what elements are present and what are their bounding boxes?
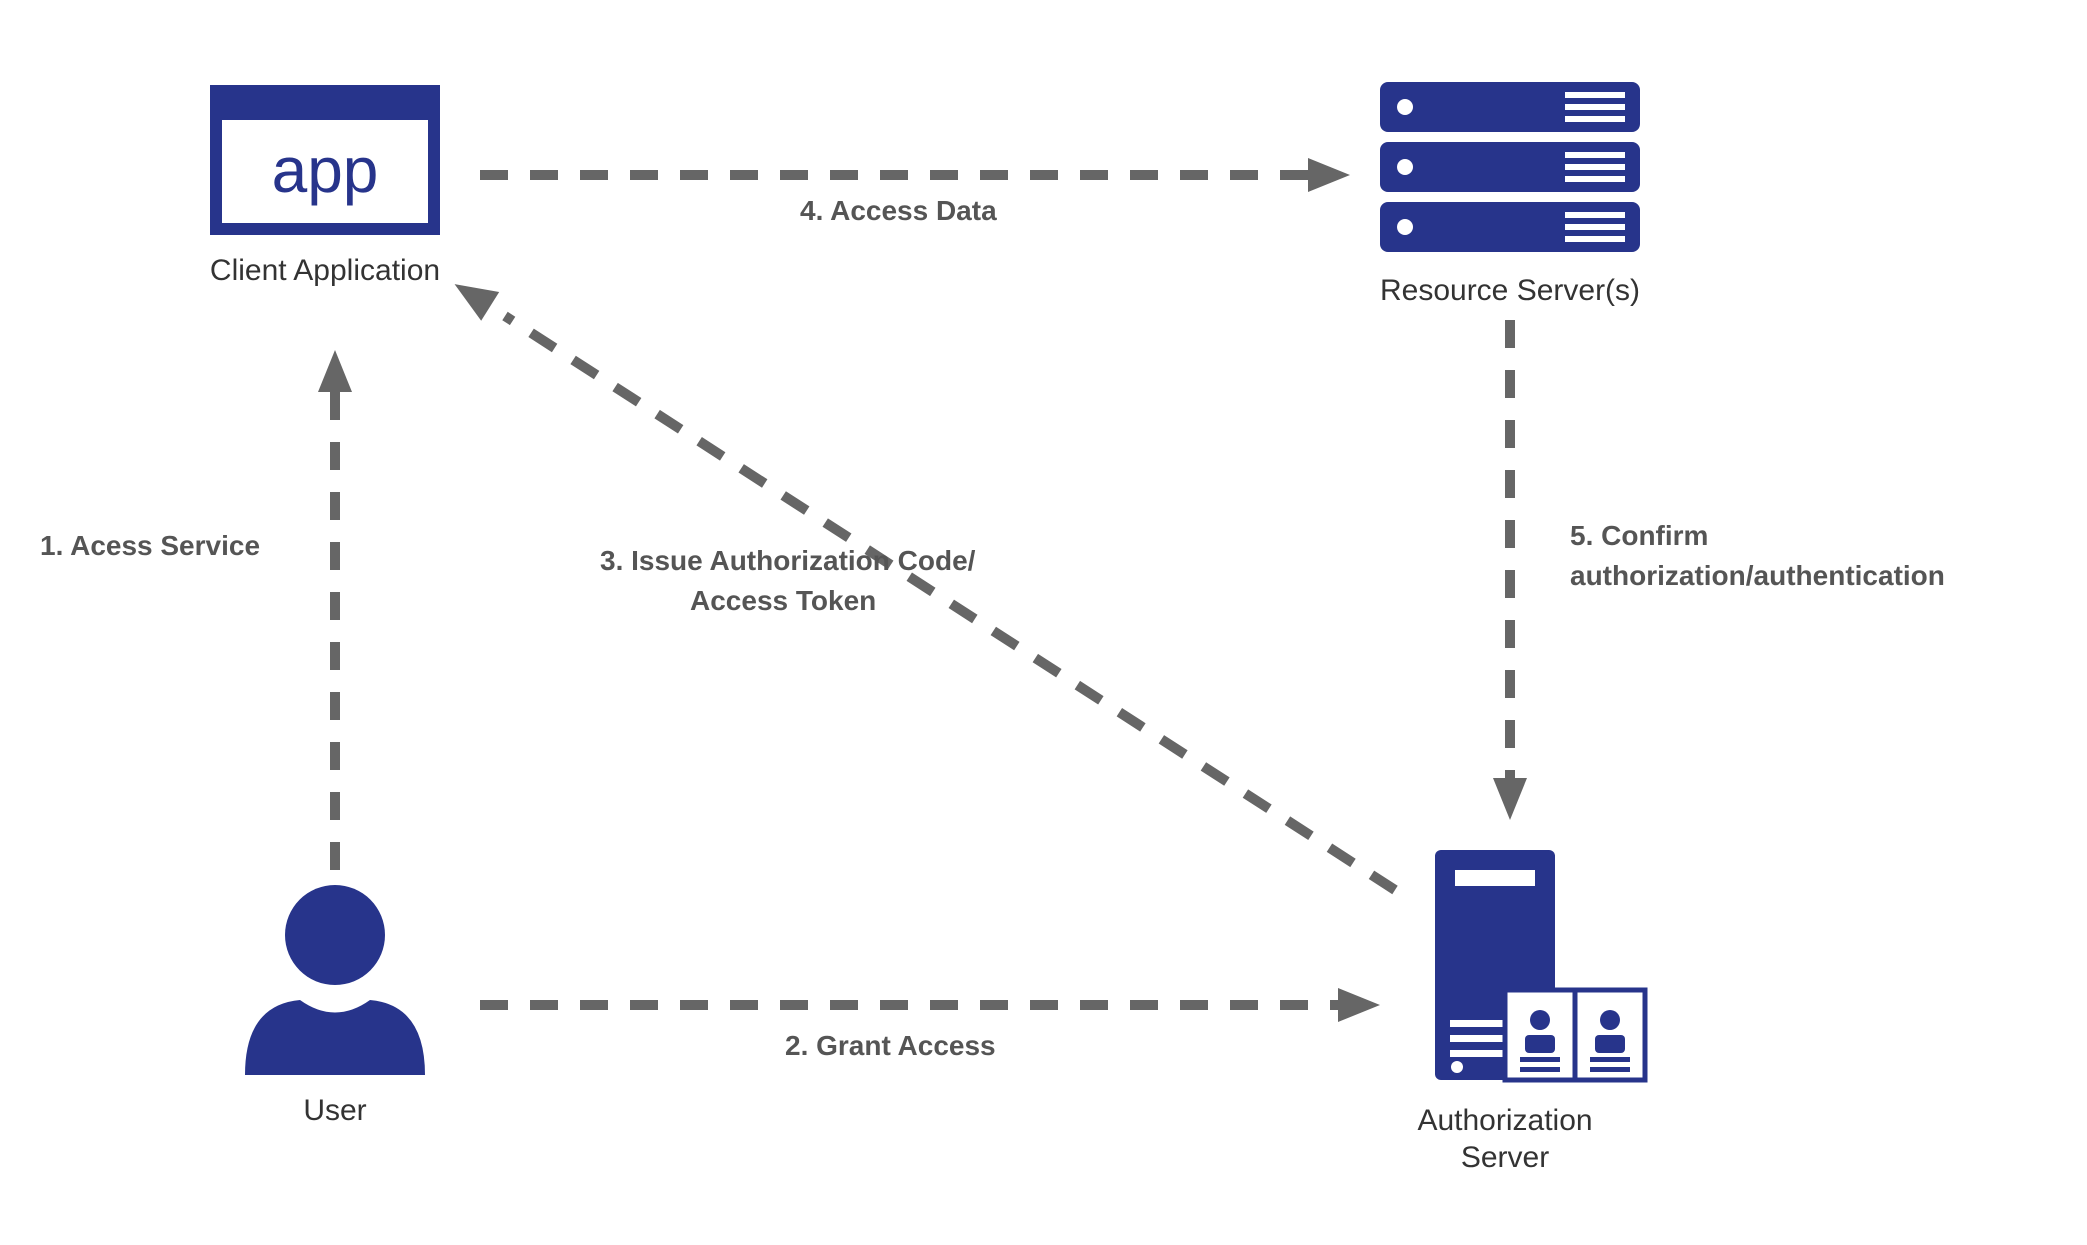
edge-label-3-line1: 3. Issue Authorization Code/	[600, 545, 976, 576]
edge-label-3-line2: Access Token	[690, 585, 876, 616]
edge-label-5-line2: authorization/authentication	[1570, 560, 1945, 591]
auth-label-line2: Server	[1461, 1141, 1549, 1174]
edge-grant-access: 2. Grant Access	[480, 988, 1380, 1061]
edge-label-5-line1: 5. Confirm	[1570, 520, 1708, 551]
app-text: app	[272, 134, 379, 206]
auth-label-line1: Authorization	[1417, 1104, 1592, 1137]
user-node: User	[245, 885, 425, 1127]
user-label: User	[303, 1094, 366, 1127]
edge-confirm-auth: 5. Confirm authorization/authentication	[1493, 320, 1945, 820]
directory-book-icon	[1505, 990, 1645, 1080]
server-stack-icon	[1380, 82, 1640, 252]
edge-label-4: 4. Access Data	[800, 195, 997, 226]
edge-label-1: 1. Acess Service	[40, 530, 260, 561]
app-window-icon: app	[210, 85, 440, 235]
edge-access-data: 4. Access Data	[480, 158, 1350, 226]
resource-label: Resource Server(s)	[1380, 274, 1640, 307]
edge-issue-code: 3. Issue Authorization Code/ Access Toke…	[446, 270, 1395, 890]
client-application-node: app Client Application	[210, 85, 440, 287]
edge-label-2: 2. Grant Access	[785, 1030, 996, 1061]
authorization-server-node: Authorization Server	[1417, 850, 1645, 1174]
client-label: Client Application	[210, 254, 440, 287]
person-icon	[245, 885, 425, 1075]
edge-access-service: 1. Acess Service	[40, 350, 352, 870]
resource-server-node: Resource Server(s)	[1380, 82, 1640, 307]
